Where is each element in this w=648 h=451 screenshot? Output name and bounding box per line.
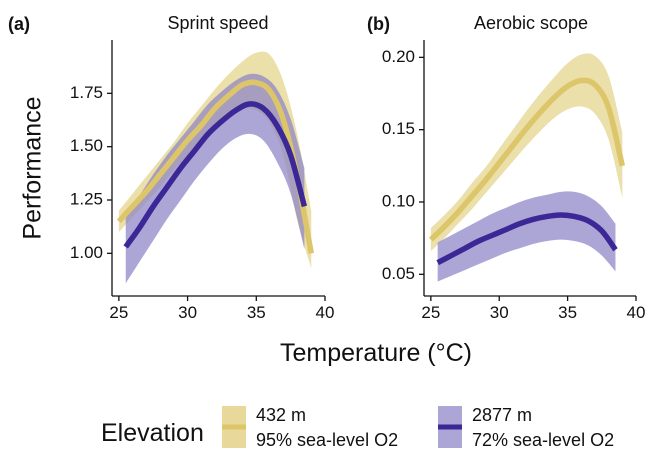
legend-entry-low-line2: 95% sea-level O2 <box>256 430 398 450</box>
x-tick-label: 25 <box>109 303 128 322</box>
x-tick-label: 40 <box>316 303 335 322</box>
legend-entry-high: 2877 m 72% sea-level O2 <box>438 405 614 450</box>
x-tick-label: 30 <box>490 303 509 322</box>
legend-title: Elevation <box>101 419 204 447</box>
panel-letter: (a) <box>8 14 30 34</box>
y-tick-label: 1.50 <box>70 136 103 155</box>
series-line-high <box>123 101 308 249</box>
y-tick-label: 0.05 <box>382 264 415 283</box>
x-tick-label: 35 <box>247 303 266 322</box>
ci-band-low <box>430 53 623 252</box>
legend-entry-high-line2: 72% sea-level O2 <box>472 430 614 450</box>
y-tick-label: 1.00 <box>70 243 103 262</box>
y-axis-title: Performance <box>19 96 47 239</box>
series-line-low <box>428 77 625 242</box>
x-tick-label: 25 <box>421 303 440 322</box>
ci-band-high <box>125 73 305 284</box>
panel-title: Aerobic scope <box>474 13 588 33</box>
x-tick-label: 40 <box>627 303 646 322</box>
y-tick-label: 0.10 <box>382 191 415 210</box>
y-tick-label: 1.75 <box>70 83 103 102</box>
legend: Elevation 432 m 95% sea-level O2 2877 m … <box>101 405 614 450</box>
panel-a: (a) Sprint speed 1.00 1.25 1.50 1.75 25 30 35 40 <box>8 13 334 322</box>
x-tick-label: 30 <box>178 303 197 322</box>
panel-letter: (b) <box>367 14 390 34</box>
x-tick-label: 35 <box>558 303 577 322</box>
legend-entry-low: 432 m 95% sea-level O2 <box>222 405 398 450</box>
y-tick-label: 1.25 <box>70 189 103 208</box>
legend-entry-low-line1: 432 m <box>256 405 306 425</box>
y-tick-label: 0.15 <box>382 119 415 138</box>
series-line-high <box>436 212 618 266</box>
x-axis-title: Temperature (°C) <box>280 339 472 367</box>
y-tick-label: 0.20 <box>382 47 415 66</box>
legend-entry-high-line1: 2877 m <box>472 405 532 425</box>
panel-b: (b) Aerobic scope 0.05 0.10 0.15 0.20 25 30 35 40 <box>367 13 645 322</box>
panel-title: Sprint speed <box>167 13 268 33</box>
series-line-low <box>116 79 314 254</box>
